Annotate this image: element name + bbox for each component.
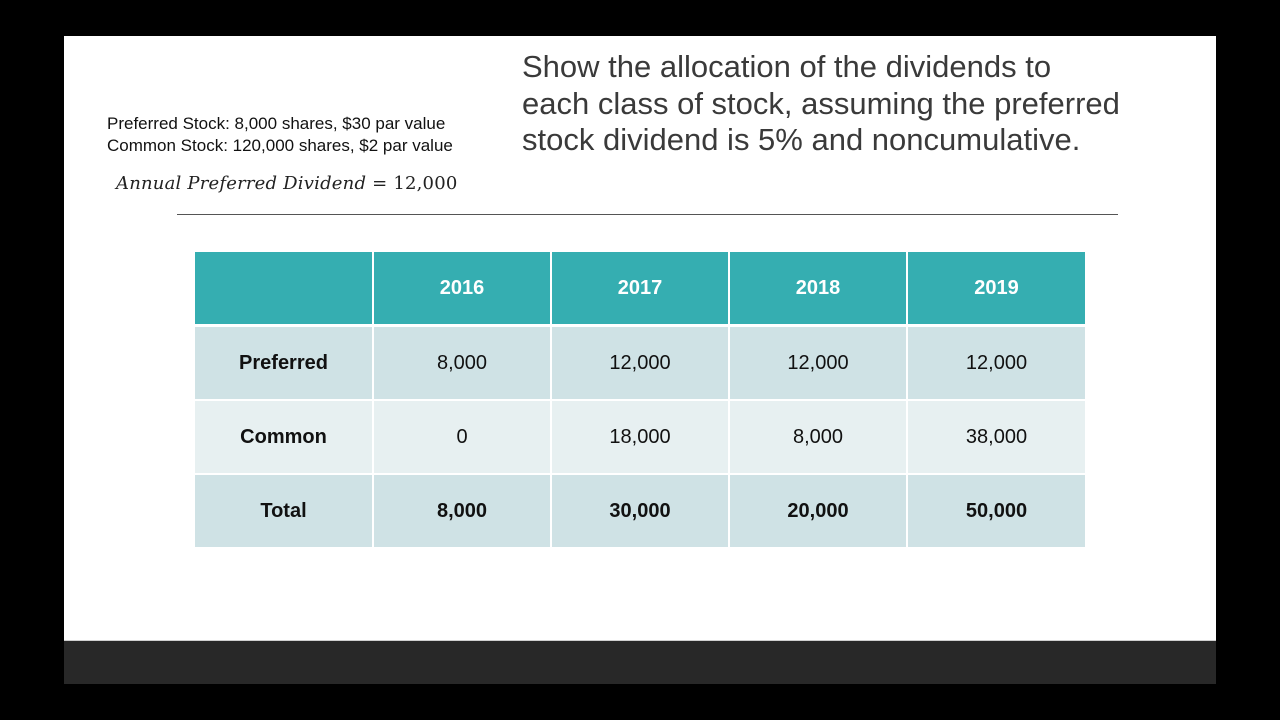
header-2019: 2019 bbox=[907, 252, 1085, 327]
table-cell: 38,000 bbox=[907, 400, 1085, 475]
divider-line bbox=[177, 214, 1118, 215]
table-cell: 8,000 bbox=[729, 400, 908, 475]
annual-dividend-formula: Annual Preferred Dividend = 12,000 bbox=[116, 173, 458, 194]
table-row-common: Common 0 18,000 8,000 38,000 bbox=[195, 400, 1085, 475]
table-cell: 8,000 bbox=[373, 325, 552, 401]
slide: Preferred Stock: 8,000 shares, $30 par v… bbox=[64, 36, 1216, 640]
formula-equals: = bbox=[366, 173, 394, 194]
table-cell: 20,000 bbox=[729, 474, 908, 549]
table-cell: 12,000 bbox=[551, 325, 730, 401]
table-cell: 12,000 bbox=[729, 325, 908, 401]
common-stock-info: Common Stock: 120,000 shares, $2 par val… bbox=[107, 136, 453, 155]
dividend-allocation-table-container: 2016 2017 2018 2019 Preferred 8,000 12,0… bbox=[195, 252, 1085, 549]
table-cell: 18,000 bbox=[551, 400, 730, 475]
row-label: Total bbox=[195, 474, 374, 549]
row-label: Common bbox=[195, 400, 374, 475]
given-info: Preferred Stock: 8,000 shares, $30 par v… bbox=[107, 113, 453, 157]
preferred-stock-info: Preferred Stock: 8,000 shares, $30 par v… bbox=[107, 114, 446, 133]
header-2018: 2018 bbox=[729, 252, 908, 327]
table-cell: 50,000 bbox=[907, 474, 1085, 549]
presentation-bottom-bar bbox=[64, 640, 1216, 684]
formula-rhs: 12,000 bbox=[393, 173, 458, 194]
header-corner bbox=[195, 252, 374, 327]
table-cell: 12,000 bbox=[907, 325, 1085, 401]
dividend-allocation-table: 2016 2017 2018 2019 Preferred 8,000 12,0… bbox=[195, 252, 1085, 549]
header-2016: 2016 bbox=[373, 252, 552, 327]
table-cell: 0 bbox=[373, 400, 552, 475]
header-2017: 2017 bbox=[551, 252, 730, 327]
row-label: Preferred bbox=[195, 325, 374, 401]
table-row-preferred: Preferred 8,000 12,000 12,000 12,000 bbox=[195, 325, 1085, 401]
table-cell: 30,000 bbox=[551, 474, 730, 549]
question-prompt: Show the allocation of the dividends to … bbox=[522, 49, 1120, 157]
table-row-total: Total 8,000 30,000 20,000 50,000 bbox=[195, 474, 1085, 549]
formula-lhs: Annual Preferred Dividend bbox=[116, 173, 367, 194]
table-cell: 8,000 bbox=[373, 474, 552, 549]
table-header-row: 2016 2017 2018 2019 bbox=[195, 252, 1085, 327]
